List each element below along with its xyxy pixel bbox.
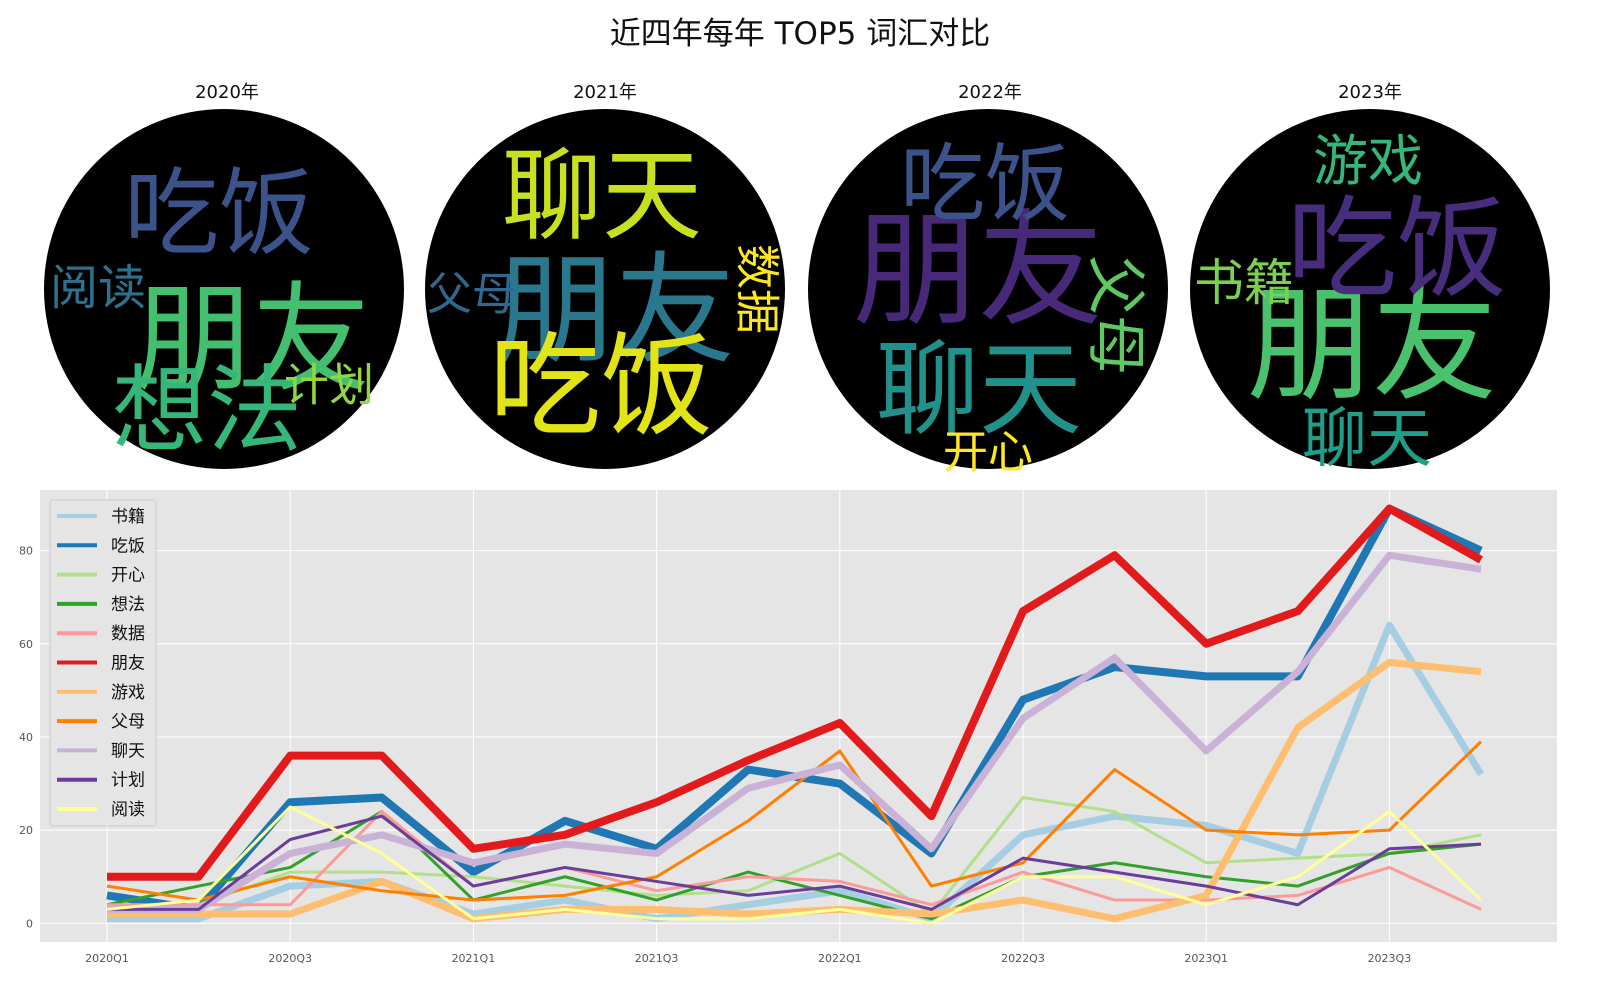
x-tick-label: 2020Q1 [85,952,129,965]
wordcloud-word: 朋友 [495,242,735,381]
wordcloud-2020-title: 2020年 [195,82,259,103]
series-line [106,810,1482,921]
legend-box [49,499,157,827]
series-line [106,796,1482,916]
legend-label: 阅读 [111,800,145,820]
x-tick-label: 2022Q3 [1001,952,1045,965]
wordcloud-2023-title: 2023年 [1338,82,1402,103]
x-tick-label: 2021Q1 [452,952,496,965]
legend-label: 父母 [111,712,145,732]
series-line [107,658,1482,923]
x-tick-label: 2023Q3 [1368,952,1412,965]
wordcloud-word: 聊天 [876,330,1082,450]
legend-label: 开心 [111,566,145,586]
legend-label: 朋友 [111,654,145,674]
x-tick-label: 2021Q3 [635,952,679,965]
wordcloud-word: 父母 [427,268,517,321]
series-line [107,814,1482,911]
wordcloud-word: 父母 [1080,255,1150,375]
series-line [106,740,1483,902]
wordcloud-word: 朋友 [134,270,370,408]
wordcloud-word: 朋友 [853,199,1103,344]
wordcloud-word: 吃饭 [489,322,713,452]
legend-label: 游戏 [111,683,145,703]
series-line [107,551,1482,913]
wordcloud-word: 游戏 [1313,129,1423,193]
wordcloud-word: 想法 [112,356,302,466]
wordcloud-word: 开心 [943,426,1033,479]
legend-label: 书籍 [111,507,145,527]
wordcloud-word: 聊天 [1302,402,1432,477]
wordcloud-word: 朋友 [1247,274,1497,419]
y-tick-label: 60 [19,638,33,651]
wordcloud-word: 计划 [284,359,374,412]
series-line [106,805,1483,925]
wordcloud-word: 吃饭 [1287,185,1507,313]
wordcloud-2022-title: 2022年 [958,82,1022,103]
figure-title: 近四年每年 TOP5 词汇对比 [609,16,991,52]
y-tick-label: 80 [19,545,33,558]
legend-label: 数据 [111,624,145,644]
wordcloud-word: 数据 [731,244,784,334]
series-line [107,810,1482,911]
legend-label: 想法 [111,595,145,615]
wordcloud-background [808,109,1168,469]
wordcloud-background [425,109,785,469]
wordcloud-word: 阅读 [50,260,146,316]
x-tick-label: 2022Q1 [818,952,862,965]
legend-label: 聊天 [111,741,145,761]
wordcloud-background [44,109,404,469]
wordcloud-background [1190,109,1550,469]
wordcloud-2021-title: 2021年 [573,82,637,103]
y-tick-label: 0 [26,917,33,930]
x-tick-label: 2023Q1 [1184,952,1228,965]
series-line [107,504,1483,881]
wordcloud-word: 聊天 [502,138,702,255]
x-tick-label: 2020Q3 [268,952,312,965]
wordcloud-word: 吃饭 [900,136,1070,235]
y-tick-label: 20 [19,824,33,837]
y-tick-label: 40 [19,731,33,744]
wordcloud-word: 吃饭 [124,159,314,269]
wordcloud-word: 书籍 [1194,254,1294,312]
legend-label: 计划 [111,771,145,791]
legend-label: 吃饭 [111,536,145,556]
